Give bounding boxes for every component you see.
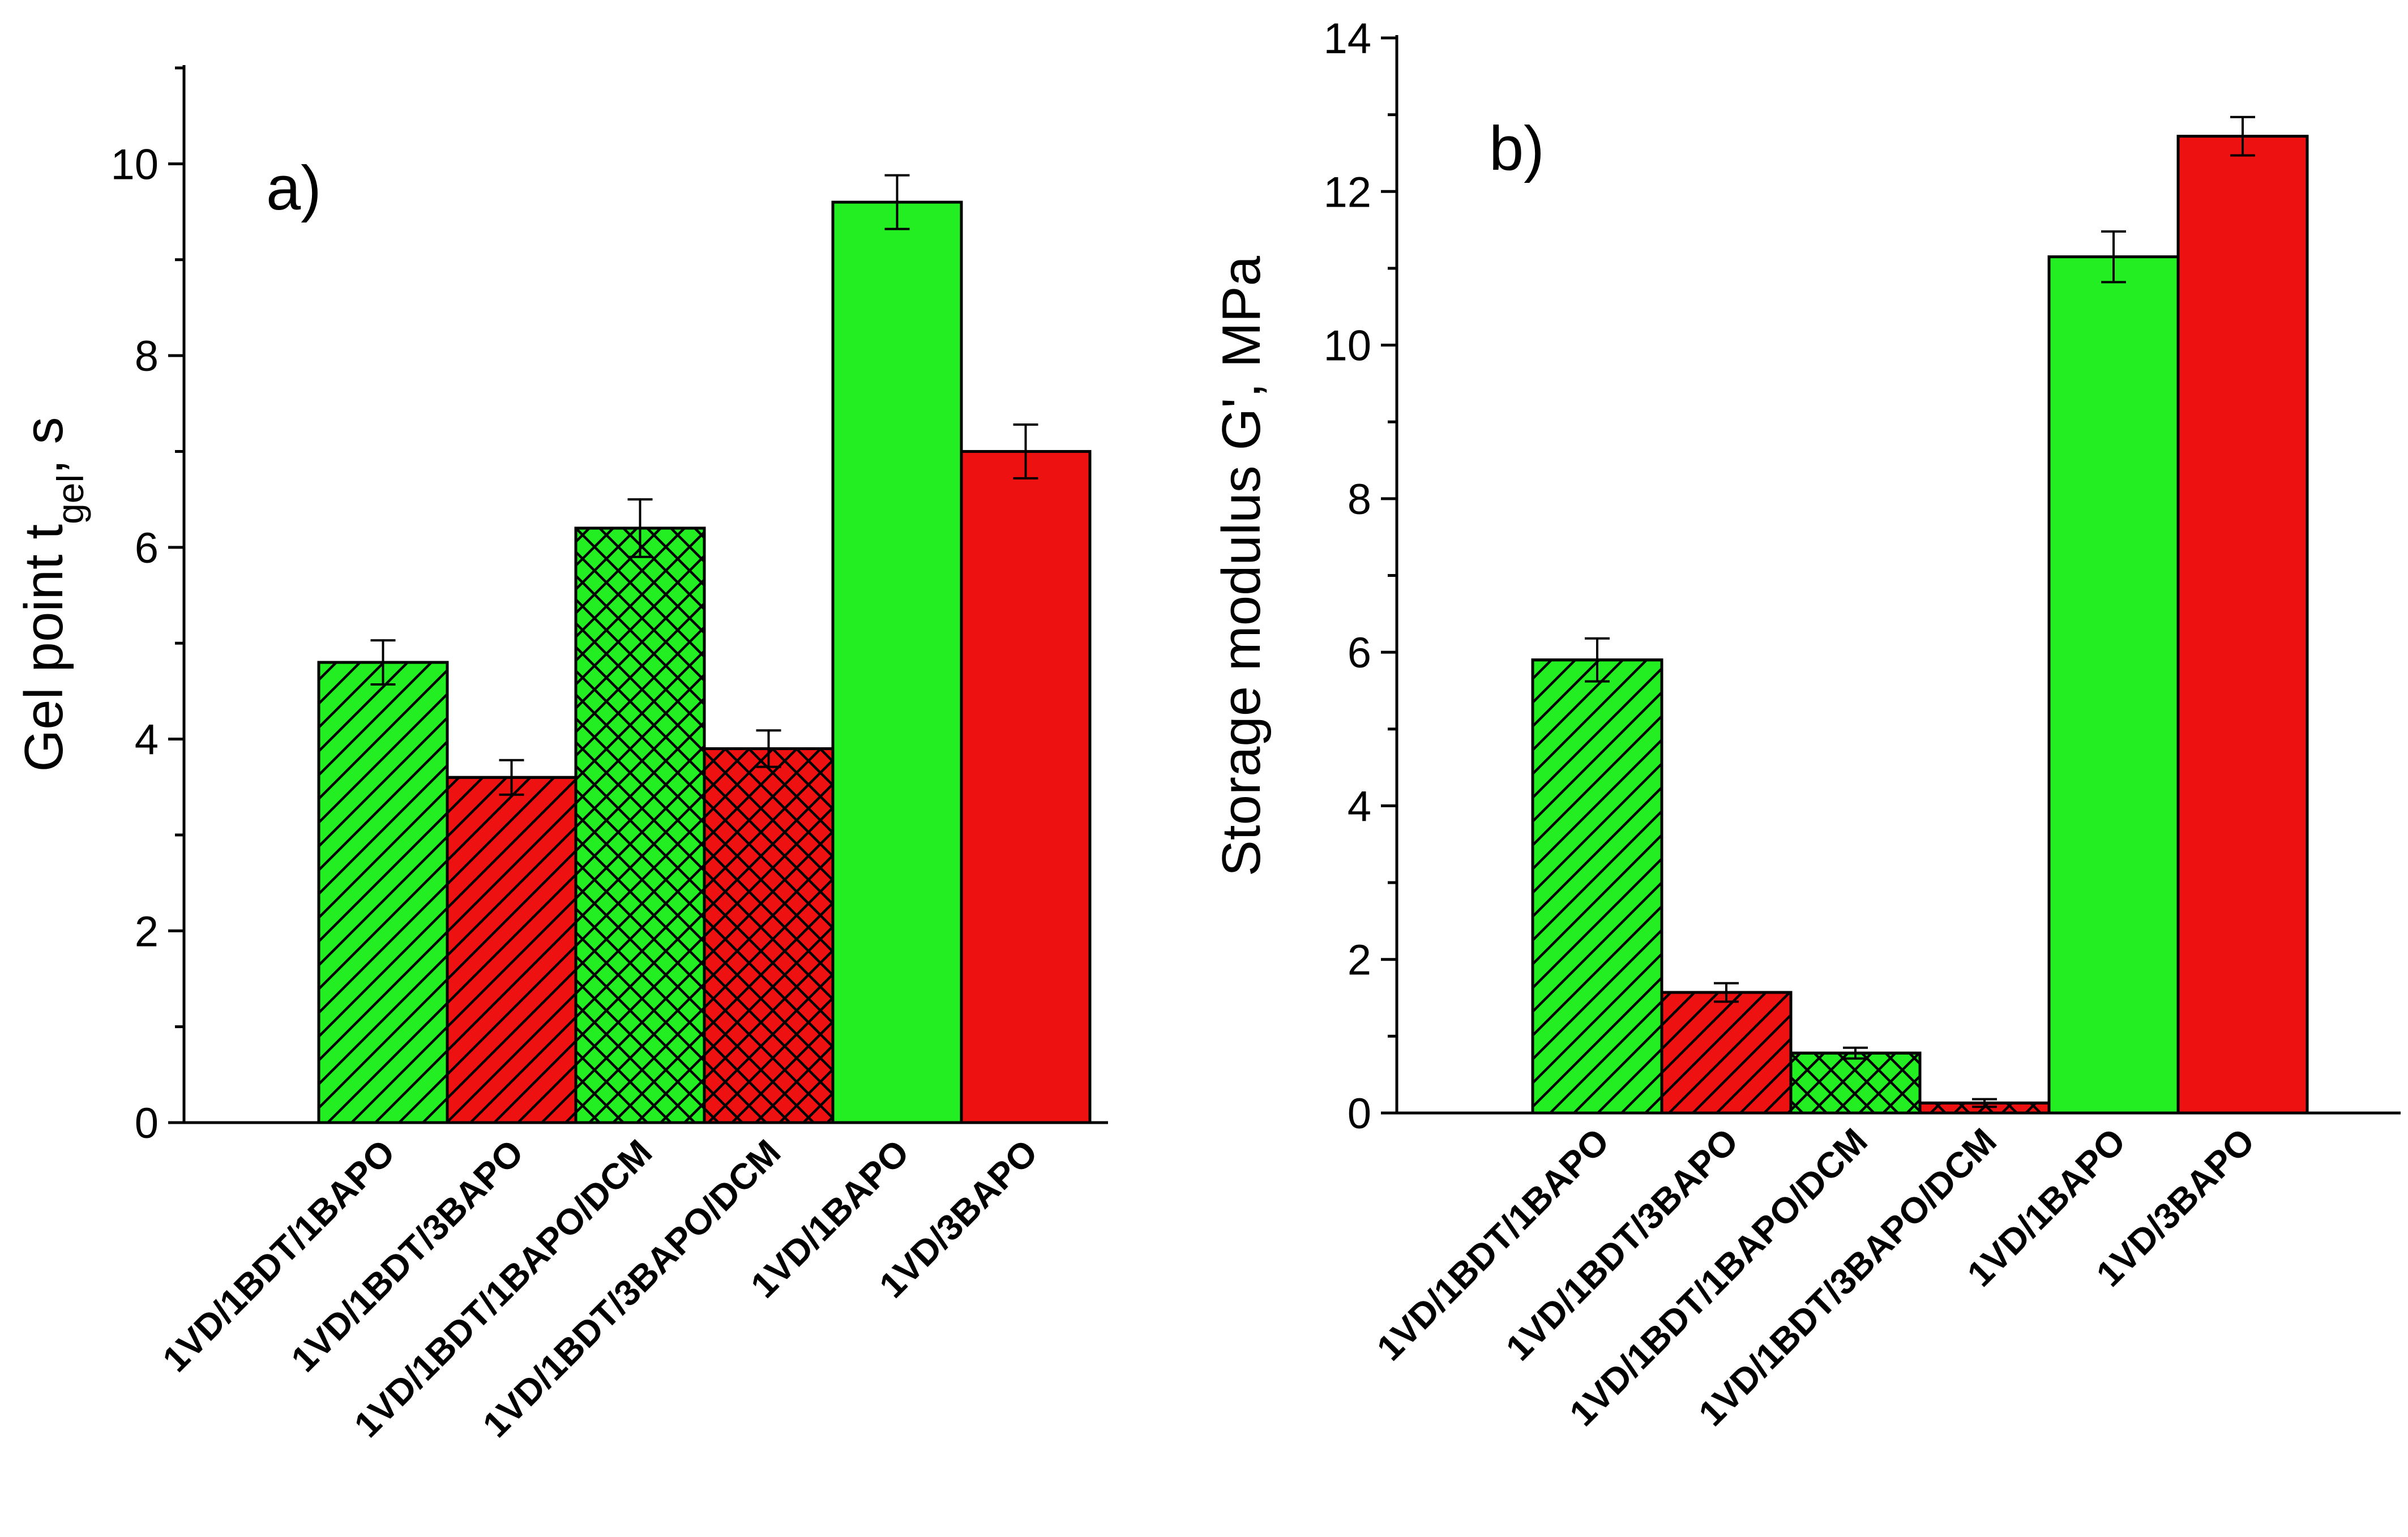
bar-1VD/1BAPO [2047,255,2180,1115]
bar-1VD/3BAPO [2176,135,2309,1115]
y-tick-label-4: 4 [1348,782,1371,830]
y-tick-label-10: 10 [110,140,159,189]
bar-1VD/3BAPO [960,449,1092,1124]
bar-1VD/1BAPO [831,200,963,1124]
category-label-1VD/1BDT/3BAPO: 1VD/1BDT/3BAPO [283,1132,531,1380]
bar-hatch-1VD/1BDT/3BAPO [1660,991,1793,1115]
error-bar-1VD/1BDT/3BAPO [499,759,524,796]
y-tick-label-0: 0 [1348,1090,1371,1138]
y-tick-label-0: 0 [135,1099,159,1148]
category-label-1VD/1BDT/1BAPO: 1VD/1BDT/1BAPO [1369,1120,1617,1368]
bar-hatch-1VD/1BDT/1BAPO/DCM [574,526,706,1124]
error-bar-1VD/1BDT/1BAPO/DCM [1843,1046,1868,1060]
y-tick-label-14: 14 [1323,15,1371,63]
panel-a-gel-point-chart: 0 2 4 6 8 10 a) Gel point tgel, s 1VD/1BDT/1BAPO… [14,65,1108,1445]
y-axis-title: Gel point tgel, s [14,417,91,772]
y-tick-label-4: 4 [135,716,159,764]
y-tick-label-2: 2 [135,907,159,956]
error-bar-1VD/1BAPO [884,174,910,230]
panel-label: b) [1489,114,1545,183]
y-tick-label-6: 6 [135,524,159,572]
error-bar-1VD/1BAPO [2101,230,2126,284]
y-axis-title: Storage modulus G', MPa [1211,255,1272,876]
error-bar-1VD/1BDT/1BAPO [1585,637,1610,683]
panel-b-storage-modulus-chart: 0 2 4 6 8 10 12 14 b) Storage modulus G', MPa 1VD/… [1211,15,2401,1434]
bar-hatch-1VD/1BDT/3BAPO [446,776,578,1124]
y-tick-label-12: 12 [1323,168,1371,216]
bar-hatch-1VD/1BDT/3BAPO/DCM [703,747,835,1124]
error-bar-1VD/1BDT/1BAPO [370,639,396,686]
error-bar-1VD/1BDT/3BAPO [1714,982,1739,1003]
bar-hatch-1VD/1BDT/1BAPO [317,661,449,1124]
error-bar-1VD/3BAPO [2230,115,2255,157]
y-tick-label-8: 8 [1348,476,1371,524]
error-bar-1VD/1BDT/3BAPO/DCM [1972,1098,1997,1108]
y-tick-label-10: 10 [1323,322,1371,370]
bar-hatch-1VD/1BDT/1BAPO/DCM [1789,1051,1922,1115]
error-bar-1VD/1BDT/3BAPO/DCM [756,729,781,768]
y-tick-label-8: 8 [135,332,159,380]
bar-hatch-1VD/1BDT/1BAPO [1531,658,1663,1115]
category-label-1VD/1BDT/1BAPO: 1VD/1BDT/1BAPO [155,1132,403,1380]
category-label-1VD/1BDT/3BAPO: 1VD/1BDT/3BAPO [1498,1120,1746,1368]
y-tick-label-6: 6 [1348,629,1371,677]
error-bar-1VD/1BDT/1BAPO/DCM [627,498,653,558]
error-bar-1VD/3BAPO [1013,423,1038,479]
y-tick-label-2: 2 [1348,936,1371,984]
panel-label: a) [266,153,322,223]
